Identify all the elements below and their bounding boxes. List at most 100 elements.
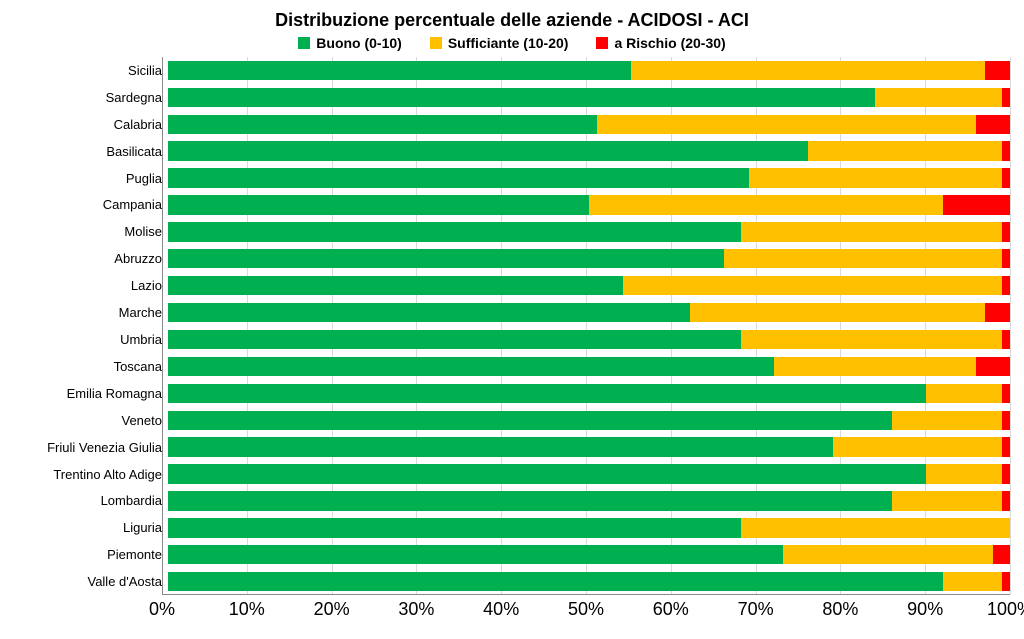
gridline — [1010, 57, 1011, 595]
y-axis-label: Veneto — [14, 413, 168, 428]
bar-segment-rischio — [976, 115, 1010, 134]
stacked-bar — [168, 276, 1010, 295]
stacked-bar — [168, 249, 1010, 268]
bar-segment-buono — [168, 384, 926, 403]
bar-row: Lazio — [14, 272, 1010, 299]
bar-area — [168, 138, 1010, 165]
bar-row: Umbria — [14, 326, 1010, 353]
bar-segment-rischio — [1002, 222, 1010, 241]
bar-row: Molise — [14, 218, 1010, 245]
bar-segment-buono — [168, 491, 892, 510]
bar-segment-buono — [168, 168, 749, 187]
y-axis-label: Marche — [14, 305, 168, 320]
legend-label: Sufficiante (10-20) — [448, 35, 569, 51]
bar-segment-buono — [168, 303, 690, 322]
stacked-bar — [168, 141, 1010, 160]
y-axis-label: Trentino Alto Adige — [14, 467, 168, 482]
bar-segment-sufficiente — [808, 141, 1002, 160]
bar-row: Calabria — [14, 111, 1010, 138]
y-axis-label: Toscana — [14, 359, 168, 374]
bar-area — [168, 461, 1010, 488]
chart-title: Distribuzione percentuale delle aziende … — [14, 10, 1010, 31]
bar-area — [168, 434, 1010, 461]
bar-segment-buono — [168, 572, 943, 591]
bar-segment-sufficiente — [597, 115, 976, 134]
bar-row: Emilia Romagna — [14, 380, 1010, 407]
y-axis-label: Molise — [14, 224, 168, 239]
bar-segment-buono — [168, 61, 631, 80]
bar-row: Valle d'Aosta — [14, 568, 1010, 595]
y-axis-label: Piemonte — [14, 547, 168, 562]
bar-segment-sufficiente — [892, 491, 1001, 510]
stacked-bar — [168, 303, 1010, 322]
y-axis-label: Abruzzo — [14, 251, 168, 266]
legend-swatch — [596, 37, 608, 49]
bar-area — [168, 568, 1010, 595]
bar-segment-buono — [168, 357, 774, 376]
bar-segment-rischio — [943, 195, 1010, 214]
plot-inner: SiciliaSardegnaCalabriaBasilicataPugliaC… — [14, 57, 1010, 595]
y-axis-label: Basilicata — [14, 144, 168, 159]
bar-segment-sufficiente — [623, 276, 1002, 295]
bar-segment-rischio — [1002, 330, 1010, 349]
stacked-bar — [168, 195, 1010, 214]
bar-segment-sufficiente — [690, 303, 985, 322]
bar-segment-buono — [168, 330, 741, 349]
bar-segment-buono — [168, 545, 783, 564]
legend-item: a Rischio (20-30) — [596, 35, 725, 51]
legend-swatch — [298, 37, 310, 49]
bar-row: Sardegna — [14, 84, 1010, 111]
bar-segment-buono — [168, 411, 892, 430]
bar-segment-rischio — [1002, 168, 1010, 187]
x-axis-track: 0%10%20%30%40%50%60%70%80%90%100% — [162, 599, 1010, 629]
x-axis-tick-label: 60% — [653, 599, 689, 620]
x-axis-tick-label: 10% — [229, 599, 265, 620]
stacked-bar — [168, 464, 1010, 483]
stacked-bar — [168, 88, 1010, 107]
legend-swatch — [430, 37, 442, 49]
bar-segment-rischio — [1002, 491, 1010, 510]
bar-row: Abruzzo — [14, 245, 1010, 272]
bar-segment-rischio — [1002, 572, 1010, 591]
stacked-bar — [168, 518, 1010, 537]
bar-segment-sufficiente — [774, 357, 976, 376]
bar-row: Piemonte — [14, 541, 1010, 568]
bar-segment-buono — [168, 141, 808, 160]
bar-area — [168, 165, 1010, 192]
bar-segment-buono — [168, 88, 875, 107]
x-axis-tick-label: 80% — [822, 599, 858, 620]
bar-segment-rischio — [1002, 384, 1010, 403]
bar-area — [168, 84, 1010, 111]
bar-area — [168, 299, 1010, 326]
x-axis-tick-label: 50% — [568, 599, 604, 620]
y-axis-label: Lazio — [14, 278, 168, 293]
bar-row: Liguria — [14, 514, 1010, 541]
legend-label: a Rischio (20-30) — [614, 35, 725, 51]
bar-segment-rischio — [1002, 141, 1010, 160]
stacked-bar — [168, 572, 1010, 591]
bar-segment-rischio — [993, 545, 1010, 564]
stacked-bar — [168, 222, 1010, 241]
y-axis-label: Lombardia — [14, 493, 168, 508]
bar-segment-rischio — [1002, 437, 1010, 456]
y-axis-label: Calabria — [14, 117, 168, 132]
legend-label: Buono (0-10) — [316, 35, 402, 51]
y-axis-label: Valle d'Aosta — [14, 574, 168, 589]
bar-row: Lombardia — [14, 488, 1010, 515]
y-axis-label: Emilia Romagna — [14, 386, 168, 401]
bar-segment-sufficiente — [926, 464, 1002, 483]
bar-segment-sufficiente — [741, 518, 1010, 537]
stacked-bar — [168, 357, 1010, 376]
chart-legend: Buono (0-10) Sufficiante (10-20) a Rischio… — [14, 35, 1010, 51]
bar-area — [168, 541, 1010, 568]
stacked-bar — [168, 437, 1010, 456]
chart-container: Distribuzione percentuale delle aziende … — [0, 0, 1024, 639]
x-axis: 0%10%20%30%40%50%60%70%80%90%100% — [14, 599, 1010, 629]
bar-row: Veneto — [14, 407, 1010, 434]
stacked-bar — [168, 384, 1010, 403]
bar-row: Marche — [14, 299, 1010, 326]
bar-segment-buono — [168, 437, 833, 456]
bar-segment-sufficiente — [631, 61, 985, 80]
bar-area — [168, 272, 1010, 299]
bar-segment-rischio — [985, 61, 1010, 80]
